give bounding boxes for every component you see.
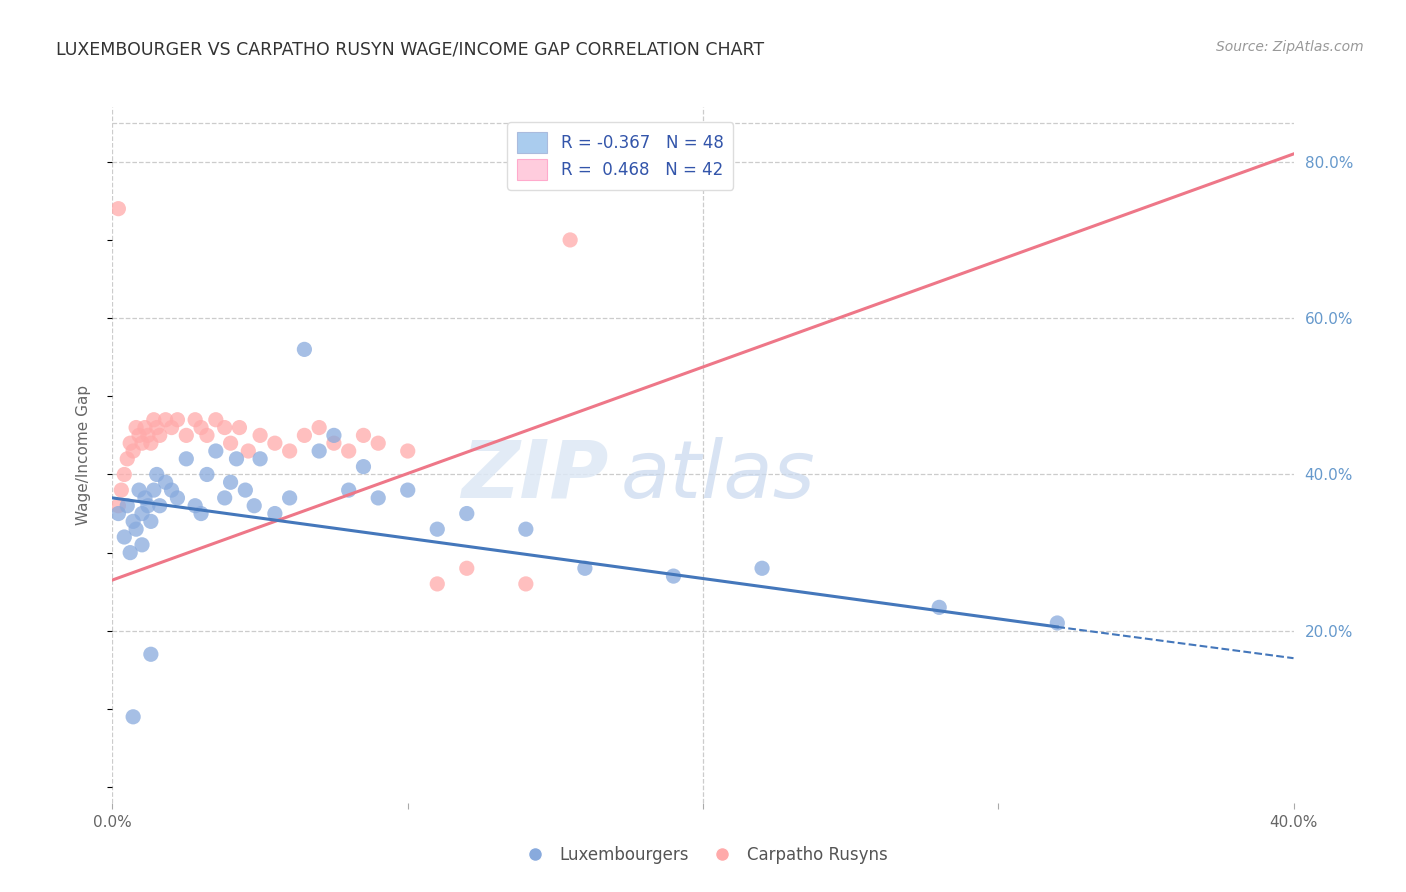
Point bbox=[112, 467, 135, 482]
Point bbox=[264, 507, 287, 521]
Point bbox=[131, 507, 153, 521]
Point bbox=[308, 444, 330, 458]
Point bbox=[131, 436, 153, 450]
Point bbox=[107, 499, 129, 513]
Point bbox=[214, 491, 236, 505]
Point bbox=[117, 499, 138, 513]
Point bbox=[367, 436, 389, 450]
Point bbox=[558, 233, 582, 247]
Point bbox=[160, 420, 183, 434]
Point bbox=[396, 483, 419, 497]
Point bbox=[278, 491, 301, 505]
Point bbox=[456, 507, 478, 521]
Point bbox=[139, 514, 162, 528]
Point bbox=[323, 428, 346, 442]
Point bbox=[264, 436, 287, 450]
Point bbox=[219, 436, 242, 450]
Point bbox=[142, 413, 165, 427]
Point bbox=[233, 483, 256, 497]
Text: LUXEMBOURGER VS CARPATHO RUSYN WAGE/INCOME GAP CORRELATION CHART: LUXEMBOURGER VS CARPATHO RUSYN WAGE/INCO… bbox=[56, 40, 765, 58]
Point bbox=[456, 561, 478, 575]
Legend: Luxembourgers, Carpatho Rusyns: Luxembourgers, Carpatho Rusyns bbox=[512, 839, 894, 871]
Point bbox=[214, 420, 236, 434]
Point bbox=[337, 483, 360, 497]
Point bbox=[190, 507, 212, 521]
Point bbox=[117, 451, 138, 466]
Point bbox=[184, 413, 207, 427]
Text: atlas: atlas bbox=[620, 437, 815, 515]
Point bbox=[184, 499, 207, 513]
Point bbox=[149, 499, 172, 513]
Point bbox=[120, 546, 142, 560]
Point bbox=[195, 467, 218, 482]
Point bbox=[426, 522, 449, 536]
Point bbox=[751, 561, 773, 575]
Point bbox=[142, 483, 165, 497]
Point bbox=[367, 491, 389, 505]
Point bbox=[205, 444, 228, 458]
Point bbox=[122, 710, 145, 724]
Point bbox=[134, 491, 156, 505]
Point bbox=[243, 499, 266, 513]
Point bbox=[292, 428, 315, 442]
Point bbox=[155, 413, 177, 427]
Text: Source: ZipAtlas.com: Source: ZipAtlas.com bbox=[1216, 40, 1364, 54]
Point bbox=[249, 428, 271, 442]
Point bbox=[337, 444, 360, 458]
Point bbox=[278, 444, 301, 458]
Point bbox=[134, 420, 156, 434]
Point bbox=[155, 475, 177, 490]
Point bbox=[1046, 615, 1069, 630]
Point bbox=[515, 522, 537, 536]
Point bbox=[122, 514, 145, 528]
Point bbox=[139, 647, 162, 661]
Text: ZIP: ZIP bbox=[461, 437, 609, 515]
Point bbox=[662, 569, 685, 583]
Point bbox=[136, 499, 159, 513]
Point bbox=[308, 420, 330, 434]
Point bbox=[166, 491, 188, 505]
Point bbox=[292, 343, 315, 357]
Point bbox=[146, 467, 169, 482]
Point bbox=[166, 413, 188, 427]
Point bbox=[128, 483, 150, 497]
Point bbox=[190, 420, 212, 434]
Point bbox=[205, 413, 228, 427]
Point bbox=[928, 600, 950, 615]
Point bbox=[352, 459, 374, 474]
Point bbox=[125, 522, 148, 536]
Point bbox=[146, 420, 169, 434]
Legend: R = -0.367   N = 48, R =  0.468   N = 42: R = -0.367 N = 48, R = 0.468 N = 42 bbox=[508, 122, 734, 190]
Point bbox=[128, 428, 150, 442]
Point bbox=[149, 428, 172, 442]
Point bbox=[136, 428, 159, 442]
Point bbox=[323, 436, 346, 450]
Point bbox=[131, 538, 153, 552]
Point bbox=[174, 451, 197, 466]
Point bbox=[107, 507, 129, 521]
Point bbox=[249, 451, 271, 466]
Y-axis label: Wage/Income Gap: Wage/Income Gap bbox=[76, 384, 91, 525]
Point bbox=[219, 475, 242, 490]
Point bbox=[110, 483, 132, 497]
Point bbox=[352, 428, 374, 442]
Point bbox=[426, 577, 449, 591]
Point bbox=[107, 202, 129, 216]
Point bbox=[120, 436, 142, 450]
Point bbox=[195, 428, 218, 442]
Point bbox=[238, 444, 260, 458]
Point bbox=[112, 530, 135, 544]
Point bbox=[396, 444, 419, 458]
Point bbox=[228, 420, 250, 434]
Point bbox=[515, 577, 537, 591]
Point bbox=[174, 428, 197, 442]
Point bbox=[225, 451, 247, 466]
Point bbox=[139, 436, 162, 450]
Point bbox=[160, 483, 183, 497]
Point bbox=[125, 420, 148, 434]
Point bbox=[122, 444, 145, 458]
Point bbox=[574, 561, 596, 575]
